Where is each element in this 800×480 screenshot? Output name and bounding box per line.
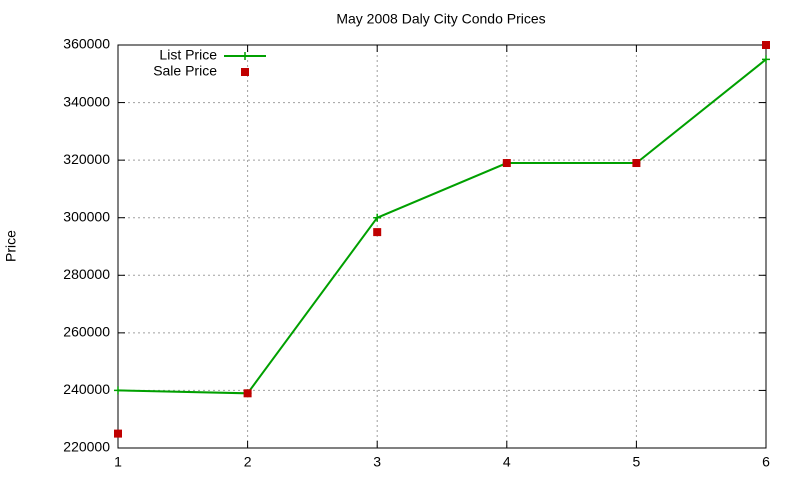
- point: [762, 41, 770, 49]
- point: [632, 159, 641, 168]
- legend-marker: [241, 52, 249, 60]
- y-tick-label: 260000: [63, 324, 110, 340]
- chart-title: May 2008 Daly City Condo Prices: [336, 11, 545, 27]
- plot-border: [117, 44, 767, 449]
- legend-label: Sale Price: [153, 63, 217, 79]
- point: [373, 228, 382, 237]
- point: [762, 55, 770, 64]
- x-tick-label: 2: [244, 454, 252, 470]
- y-tick-label: 360000: [63, 36, 110, 52]
- y-tick-label: 340000: [63, 93, 110, 109]
- point: [243, 389, 252, 398]
- point: [502, 159, 511, 168]
- point: [114, 386, 122, 395]
- y-tick-label: 280000: [63, 266, 110, 282]
- y-tick-label: 240000: [63, 381, 110, 397]
- y-tick-label: 320000: [63, 151, 110, 167]
- legend-label: List Price: [159, 47, 217, 63]
- y-axis-label: Price: [3, 230, 19, 262]
- y-tick-label: 300000: [63, 208, 110, 224]
- x-tick-label: 3: [373, 454, 381, 470]
- series-line: [117, 58, 767, 395]
- x-tick-label: 5: [633, 454, 641, 470]
- point: [114, 429, 122, 438]
- x-tick-label: 6: [762, 454, 770, 470]
- x-tick-label: 1: [114, 454, 122, 470]
- y-tick-label: 220000: [63, 439, 110, 455]
- x-tick-label: 4: [503, 454, 511, 470]
- point: [373, 213, 382, 222]
- legend-marker: [241, 68, 249, 76]
